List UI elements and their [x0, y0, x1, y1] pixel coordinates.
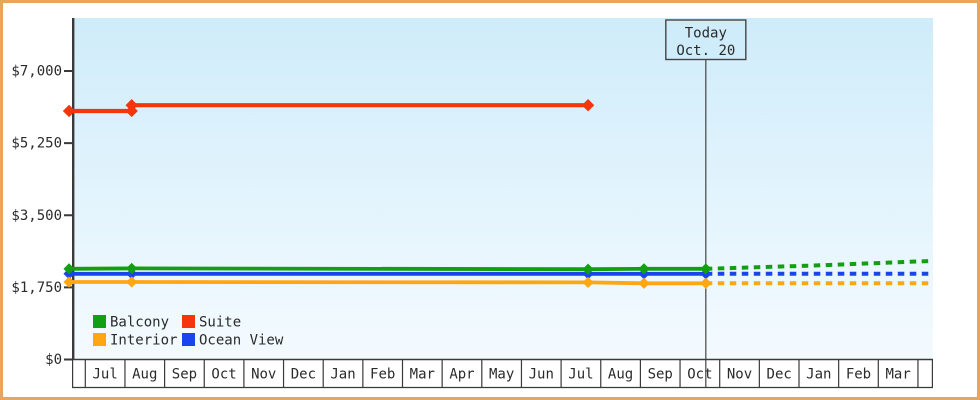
month-label: Aug: [132, 367, 157, 383]
interior-marker: [700, 277, 712, 289]
interior-history-line: [69, 280, 706, 286]
legend-label-interior: Interior: [110, 333, 177, 349]
month-label: Feb: [370, 367, 395, 383]
balcony-history-line: [68, 266, 706, 272]
y-axis-tick-label: $5,250: [11, 136, 62, 152]
month-label: Jan: [330, 367, 355, 383]
balcony-marker: [63, 263, 75, 275]
interior-marker: [63, 276, 75, 288]
plot-area: [73, 18, 933, 360]
legend-label-suite: Suite: [199, 315, 241, 331]
month-label: Jun: [529, 367, 554, 383]
balcony-marker: [582, 263, 594, 275]
y-axis-tick-label: $0: [45, 352, 62, 368]
month-label: Dec: [291, 367, 316, 383]
interior-legend-swatch: [93, 333, 106, 346]
month-label: Sep: [172, 367, 197, 383]
balcony-marker: [700, 263, 712, 275]
y-axis-tick-label: $7,000: [11, 64, 62, 80]
suite-legend-swatch: [182, 315, 195, 328]
legend-item-ocean-view: Ocean View: [182, 333, 284, 349]
y-axis-tick-label: $3,500: [11, 208, 62, 224]
legend-item-interior: Interior: [93, 333, 177, 349]
interior-marker: [126, 276, 138, 288]
today-box-date: Oct. 20: [676, 43, 735, 59]
month-label: Oct: [211, 367, 236, 383]
today-box-label: Today: [685, 26, 727, 42]
month-label: Aug: [608, 367, 633, 383]
y-axis-tick-label: $1,750: [11, 280, 62, 296]
legend-label-balcony: Balcony: [110, 315, 169, 331]
chart-root: $0 $1,750 $3,500 $5,250 $7,000 Jul Aug Sep Oct No…: [11, 18, 934, 389]
month-label: Feb: [846, 367, 871, 383]
month-label: Jan: [806, 367, 831, 383]
suite-marker: [62, 104, 76, 118]
balcony-marker: [126, 262, 138, 275]
month-label: Nov: [251, 367, 276, 383]
ocean-view-legend-swatch: [182, 333, 195, 346]
interior-marker: [582, 276, 594, 289]
legend-item-suite: Suite: [182, 315, 241, 331]
today-box: [665, 19, 747, 61]
month-label: Mar: [410, 367, 435, 383]
month-label: Jul: [568, 367, 593, 383]
month-label: Oct: [687, 367, 712, 383]
month-label: Apr: [449, 367, 474, 383]
balcony-forecast-line: [705, 259, 930, 271]
suite-marker: [581, 99, 595, 112]
balcony-legend-swatch: [93, 315, 106, 328]
legend: Balcony Suite Interior Ocean View: [93, 315, 284, 349]
interior-marker: [638, 277, 650, 289]
month-label: Dec: [767, 367, 792, 383]
month-label: May: [489, 367, 514, 383]
legend-label-ocean-view: Ocean View: [199, 333, 284, 349]
month-label: Mar: [885, 367, 910, 383]
month-label: Jul: [92, 367, 117, 383]
legend-item-balcony: Balcony: [93, 315, 169, 331]
suite-marker: [125, 99, 138, 112]
month-label: Nov: [727, 367, 752, 383]
month-label: Sep: [648, 367, 673, 383]
balcony-marker: [638, 263, 650, 275]
